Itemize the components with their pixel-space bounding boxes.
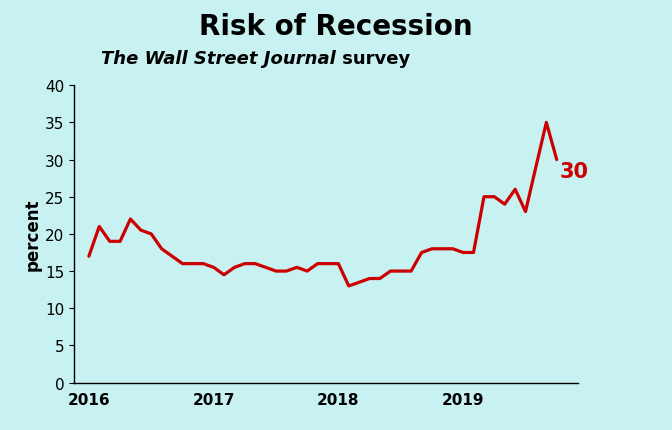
Text: Risk of Recession: Risk of Recession <box>199 13 473 41</box>
Y-axis label: percent: percent <box>24 198 42 270</box>
Text: 30: 30 <box>559 161 588 181</box>
Text: survey: survey <box>336 49 410 68</box>
Text: The Wall Street Journal: The Wall Street Journal <box>101 49 336 68</box>
